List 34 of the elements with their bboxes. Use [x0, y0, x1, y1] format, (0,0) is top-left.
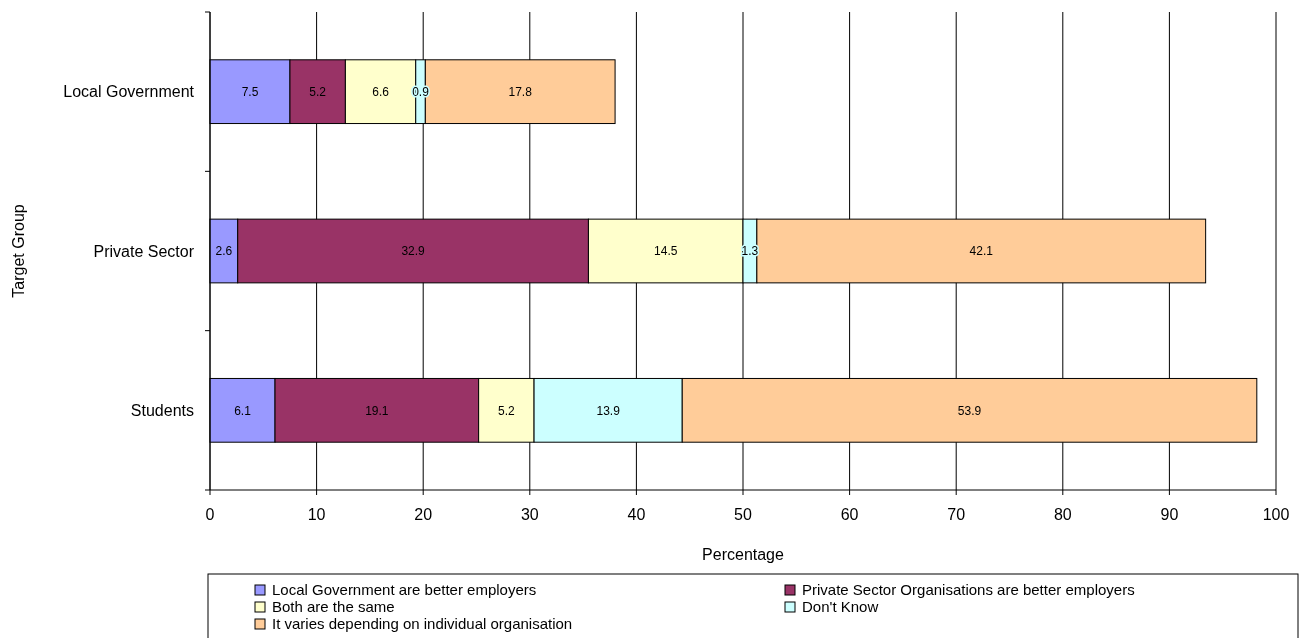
- y-axis-title: Target Group: [10, 204, 27, 298]
- x-tick-label: 0: [205, 506, 215, 523]
- data-label: 13.9: [596, 403, 621, 418]
- data-label: 6.1: [234, 403, 252, 418]
- data-label: 42.1: [969, 244, 994, 259]
- x-tick-label: 70: [947, 506, 966, 523]
- x-tick-label: 100: [1262, 506, 1290, 523]
- legend-label: Both are the same: [272, 598, 395, 616]
- y-tick-label: Private Sector: [93, 242, 195, 260]
- legend-label: It varies depending on individual organisation: [272, 615, 573, 633]
- data-label: 5.2: [498, 403, 516, 418]
- x-tick-label: 30: [520, 506, 539, 523]
- data-label: 2.6: [215, 244, 233, 259]
- x-tick-label: 90: [1160, 506, 1179, 523]
- x-axis-title: Percentage: [702, 546, 785, 563]
- legend-label: Don't Know: [802, 598, 879, 616]
- y-tick-label: Local Government: [63, 83, 195, 101]
- data-label: 14.5: [654, 244, 678, 259]
- x-tick-label: 20: [414, 506, 433, 523]
- x-tick-label: 60: [840, 506, 859, 523]
- x-tick-label: 80: [1053, 506, 1072, 523]
- data-label: 19.1: [365, 403, 389, 418]
- data-label: 6.6: [372, 84, 390, 99]
- y-tick-label: Students: [130, 401, 194, 419]
- data-label: 5.2: [309, 84, 327, 99]
- data-label: 7.5: [241, 84, 259, 99]
- legend-label: Local Government are better employers: [272, 581, 537, 599]
- x-tick-label: 10: [307, 506, 326, 523]
- x-tick-label: 50: [734, 506, 752, 523]
- data-label: 17.8: [508, 84, 533, 99]
- data-label: 53.9: [957, 403, 982, 418]
- legend-label: Private Sector Organisations are better employers: [802, 581, 1135, 599]
- x-tick-label: 40: [627, 506, 646, 523]
- data-label: 32.9: [401, 244, 426, 259]
